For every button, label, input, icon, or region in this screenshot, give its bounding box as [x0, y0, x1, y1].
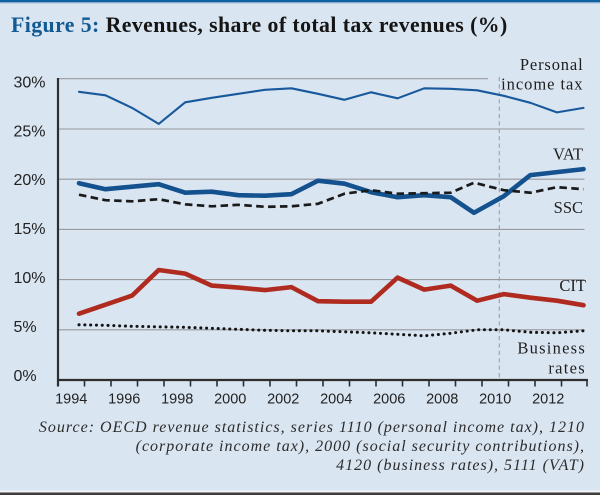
svg-text:(corporate income tax), 2000 (: (corporate income tax), 2000 (social sec…	[136, 438, 585, 455]
svg-text:1998: 1998	[161, 392, 193, 408]
svg-text:2002: 2002	[267, 392, 299, 408]
svg-text:2006: 2006	[373, 392, 405, 408]
svg-text:1994: 1994	[55, 392, 87, 408]
svg-text:CIT: CIT	[559, 276, 586, 295]
svg-text:Figure 5: Revenues, share of t: Figure 5: Revenues, share of total tax r…	[11, 13, 508, 37]
svg-text:rates: rates	[548, 359, 586, 378]
svg-text:30%: 30%	[14, 74, 46, 91]
svg-text:25%: 25%	[14, 123, 46, 140]
svg-text:SSC: SSC	[554, 198, 583, 217]
svg-text:4120 (business rates), 5111 (V: 4120 (business rates), 5111 (VAT)	[336, 457, 585, 474]
svg-text:income tax: income tax	[501, 75, 583, 94]
svg-text:Source: OECD revenue statistic: Source: OECD revenue statistics, series …	[39, 419, 585, 436]
svg-text:2000: 2000	[214, 392, 246, 408]
svg-text:20%: 20%	[14, 172, 46, 189]
svg-text:5%: 5%	[14, 319, 37, 336]
svg-text:2012: 2012	[532, 392, 564, 408]
svg-text:2004: 2004	[320, 392, 352, 408]
svg-text:VAT: VAT	[553, 145, 583, 164]
svg-text:10%: 10%	[14, 270, 46, 287]
svg-text:1996: 1996	[108, 392, 140, 408]
svg-text:2010: 2010	[479, 392, 511, 408]
svg-text:Personal: Personal	[520, 55, 584, 74]
svg-text:0%: 0%	[14, 368, 37, 385]
svg-text:Business: Business	[517, 339, 586, 358]
svg-text:15%: 15%	[14, 221, 46, 238]
svg-text:2008: 2008	[426, 392, 458, 408]
